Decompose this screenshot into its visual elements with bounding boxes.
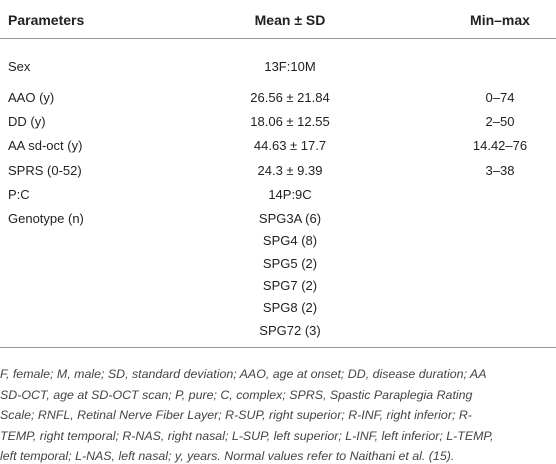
cell-mean: 13F:10M <box>264 59 316 74</box>
cell-mean: SPG3A (6) <box>258 211 322 226</box>
cell-parameter: AAO (y) <box>8 90 55 105</box>
cell-range: 0–74 <box>485 90 515 105</box>
cell-parameter: SPRS (0-52) <box>8 163 82 178</box>
cell-mean: 44.63 ± 17.7 <box>253 138 327 153</box>
cell-parameter: AA sd-oct (y) <box>8 138 83 153</box>
footnote-line: left temporal; L-NAS, left nasal; y, yea… <box>0 449 455 463</box>
cell-mean: 14P:9C <box>268 187 312 202</box>
footnote-line: TEMP, right temporal; R-NAS, right nasal… <box>0 428 494 443</box>
header-rule <box>0 38 556 39</box>
cell-parameter: DD (y) <box>8 114 46 129</box>
cell-range: 14.42–76 <box>472 138 528 153</box>
header-parameter: Parameters <box>8 12 85 28</box>
cell-mean: SPG5 (2) <box>262 255 318 271</box>
cell-mean: 18.06 ± 12.55 <box>250 114 330 129</box>
cell-mean: 26.56 ± 21.84 <box>250 90 330 105</box>
cell-mean: SPG4 (8) <box>262 233 318 249</box>
cell-mean: SPG8 (2) <box>262 300 318 316</box>
cell-range: 2–50 <box>485 114 515 129</box>
footnote-line: F, female; M, male; SD, standard deviati… <box>0 367 487 381</box>
cell-range: 3–38 <box>485 163 515 178</box>
cell-parameter: P:C <box>8 187 30 202</box>
footnote-line: Scale; RNFL, Retinal Nerve Fiber Layer; … <box>0 408 472 422</box>
header-range: Min–max <box>470 12 530 28</box>
footnote-line: SD-OCT, age at SD-OCT scan; P, pure; C, … <box>0 387 473 402</box>
bottom-rule <box>0 347 556 348</box>
cell-parameter: Sex <box>8 59 31 74</box>
cell-mean: SPG7 (2) <box>262 277 318 293</box>
cell-parameter: Genotype (n) <box>8 211 84 226</box>
cell-mean: 24.3 ± 9.39 <box>257 163 323 178</box>
header-mean: Mean ± SD <box>254 12 326 28</box>
cell-mean: SPG72 (3) <box>259 322 321 338</box>
